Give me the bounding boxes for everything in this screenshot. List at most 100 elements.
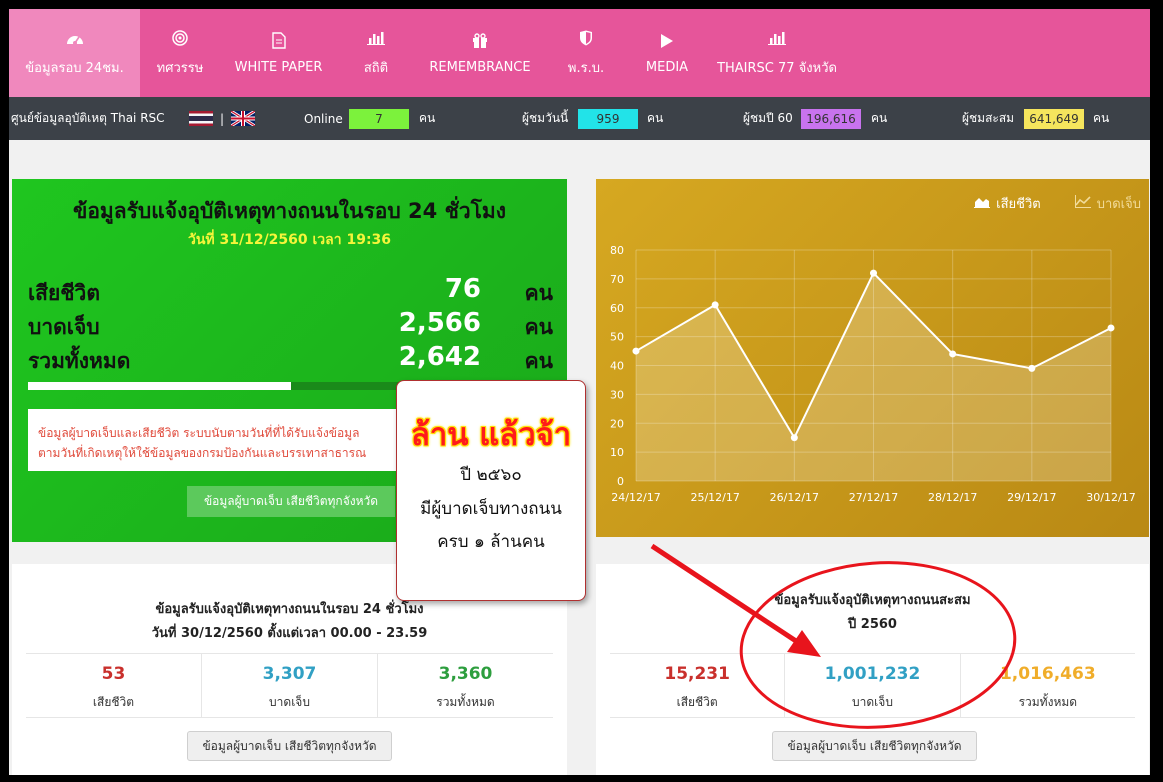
tab-label: เสียชีวิต: [996, 197, 1041, 212]
chart-tabs: เสียชีวิต บาดเจ็บ: [974, 193, 1141, 214]
card-date: วันที่ 31/12/2560 เวลา 19:36: [187, 232, 392, 248]
stat-label: รวมทั้งหมด: [1018, 695, 1078, 709]
stat-columns: 53 เสียชีวิต 3,307 บาดเจ็บ 3,360 รวมทั้ง…: [26, 653, 553, 718]
stat-value: 2,642: [398, 342, 481, 372]
online-label: Online: [304, 111, 343, 126]
line-chart-icon: [1074, 195, 1091, 212]
stat-label: รวมทั้งหมด: [436, 695, 495, 709]
stat-value: 2,566: [398, 308, 481, 338]
nav-item-thairsc-77[interactable]: THAIRSC 77 จังหวัด: [707, 9, 847, 97]
stat-unit: คน: [524, 281, 553, 305]
unit-label: คน: [871, 111, 888, 125]
all-provinces-button[interactable]: ข้อมูลผู้บาดเจ็บ เสียชีวิตทุกจังหวัด: [187, 486, 395, 517]
series-area: [636, 273, 1111, 481]
stat-value: 3,360: [438, 664, 493, 684]
nav-label: WHITE PAPER: [234, 59, 323, 75]
tab-deaths[interactable]: เสียชีวิต: [974, 193, 1041, 214]
stat-row-injuries: บาดเจ็บ 2,566 คน: [28, 308, 553, 343]
stat-deaths: 15,231 เสียชีวิต: [610, 654, 786, 717]
x-tick-label: 25/12/17: [690, 491, 739, 504]
progress-bar: [28, 382, 553, 390]
document-icon: [270, 32, 288, 50]
stat-value: 1,001,232: [824, 664, 921, 684]
total-count: 641,649: [1024, 97, 1084, 140]
weekly-chart-card: เสียชีวิต บาดเจ็บ 0 10 20 30 40 50 60 70 80 24/12…: [596, 179, 1149, 537]
y-tick-label: 40: [610, 360, 624, 373]
today-label: ผู้ชมวันนี้: [522, 111, 569, 125]
stat-total: 3,360 รวมทั้งหมด: [378, 654, 553, 717]
stat-injuries: 3,307 บาดเจ็บ: [202, 654, 378, 717]
stat-value: 1,016,463: [999, 664, 1096, 684]
thai-flag-icon[interactable]: [189, 111, 213, 126]
stat-label: บาดเจ็บ: [28, 315, 100, 339]
data-point: [632, 347, 640, 355]
nav-item-remembrance[interactable]: REMEMBRANCE: [415, 9, 545, 97]
visitor-status-bar: ศูนย์ข้อมูลอุบัติเหตุ Thai RSC | Online …: [9, 97, 1150, 140]
nav-label: REMEMBRANCE: [429, 59, 531, 75]
nav-label: THAIRSC 77 จังหวัด: [717, 60, 837, 76]
gift-icon: [471, 32, 489, 50]
notice-line: ข้อมูลผู้บาดเจ็บและเสียชีวิต ระบบนับตามว…: [38, 426, 360, 440]
note-line: ปี ๒๕๖๐: [460, 465, 522, 485]
nav-item-decade[interactable]: ทศวรรษ: [140, 9, 220, 97]
y-tick-label: 80: [610, 244, 624, 257]
stat-label: เสียชีวิต: [676, 695, 718, 709]
nav-item-white-paper[interactable]: WHITE PAPER: [220, 9, 337, 97]
note-line: ครบ ๑ ล้านคน: [437, 532, 545, 552]
nav-label: ข้อมูลรอบ 24ชม.: [25, 60, 124, 76]
y-tick-label: 60: [610, 302, 624, 315]
card-title: ข้อมูลรับแจ้งอุบัติเหตุทางถนนในรอบ 24 ชั…: [155, 602, 424, 617]
x-tick-label: 27/12/17: [849, 491, 898, 504]
progress-fill: [28, 382, 291, 390]
dashboard-icon: [66, 29, 84, 47]
today-badge: 959: [578, 108, 638, 129]
card-subtitle: วันที่ 30/12/2560 ตั้งแต่เวลา 00.00 - 23…: [151, 626, 428, 641]
stat-deaths: 53 เสียชีวิต: [26, 654, 202, 717]
site-name: ศูนย์ข้อมูลอุบัติเหตุ Thai RSC: [11, 111, 165, 125]
page: ข้อมูลรอบ 24ชม. ทศวรรษ WHITE PAPER สถิติ…: [9, 9, 1150, 775]
tab-injuries[interactable]: บาดเจ็บ: [1074, 193, 1141, 214]
y-tick-label: 30: [610, 388, 624, 401]
stat-total: 1,016,463 รวมทั้งหมด: [961, 654, 1135, 717]
stat-label: เสียชีวิต: [92, 695, 135, 709]
year-badge: 196,616: [801, 108, 861, 129]
data-point: [1028, 364, 1036, 372]
area-chart-icon: [974, 195, 991, 212]
card-title: ข้อมูลรับแจ้งอุบัติเหตุทางถนนสะสม: [774, 593, 971, 608]
all-provinces-button[interactable]: ข้อมูลผู้บาดเจ็บ เสียชีวิตทุกจังหวัด: [187, 731, 392, 761]
data-point: [790, 434, 798, 442]
stat-label: บาดเจ็บ: [852, 695, 893, 709]
milestone-note: ล้าน แล้วจ้า ปี ๒๕๖๐ มีผู้บาดเจ็บทางถนน …: [396, 380, 586, 601]
stat-value: 3,307: [262, 664, 317, 684]
x-tick-label: 30/12/17: [1086, 491, 1135, 504]
uk-flag-icon[interactable]: [230, 109, 256, 128]
card-title: ข้อมูลรับแจ้งอุบัติเหตุทางถนนในรอบ 24 ชั…: [72, 199, 507, 223]
note-headline: ล้าน แล้วจ้า: [410, 417, 572, 453]
yearly-summary-card: ข้อมูลรับแจ้งอุบัติเหตุทางถนนสะสม ปี 256…: [596, 564, 1149, 775]
y-tick-label: 0: [617, 475, 624, 488]
nav-item-act[interactable]: พ.ร.บ.: [545, 9, 627, 97]
flag-separator: |: [220, 111, 225, 126]
stat-row-deaths: เสียชีวิต 76 คน: [28, 274, 553, 309]
year-count: 196,616: [801, 97, 861, 140]
today-count: 959: [578, 97, 638, 140]
stat-value: 15,231: [664, 664, 730, 684]
nav-item-media[interactable]: MEDIA: [627, 9, 707, 97]
stat-label: บาดเจ็บ: [269, 695, 310, 709]
all-provinces-button[interactable]: ข้อมูลผู้บาดเจ็บ เสียชีวิตทุกจังหวัด: [772, 731, 977, 761]
data-point: [711, 301, 719, 309]
nav-item-statistics[interactable]: สถิติ: [337, 9, 415, 97]
target-icon: [171, 29, 189, 47]
nav-item-24h[interactable]: ข้อมูลรอบ 24ชม.: [9, 9, 140, 97]
bar-chart-icon: [367, 29, 385, 47]
data-point: [1107, 324, 1115, 332]
unit-label: คน: [647, 111, 664, 125]
notice-line: ตามวันที่เกิดเหตุให้ใช้ข้อมูลของกรมป้องก…: [38, 446, 367, 460]
nav-label: ทศวรรษ: [156, 60, 204, 76]
stat-value: 53: [101, 664, 126, 684]
total-label: ผู้ชมสะสม: [962, 111, 1015, 125]
x-tick-label: 24/12/17: [611, 491, 660, 504]
top-nav: ข้อมูลรอบ 24ชม. ทศวรรษ WHITE PAPER สถิติ…: [9, 9, 1150, 97]
play-icon: [658, 32, 676, 50]
